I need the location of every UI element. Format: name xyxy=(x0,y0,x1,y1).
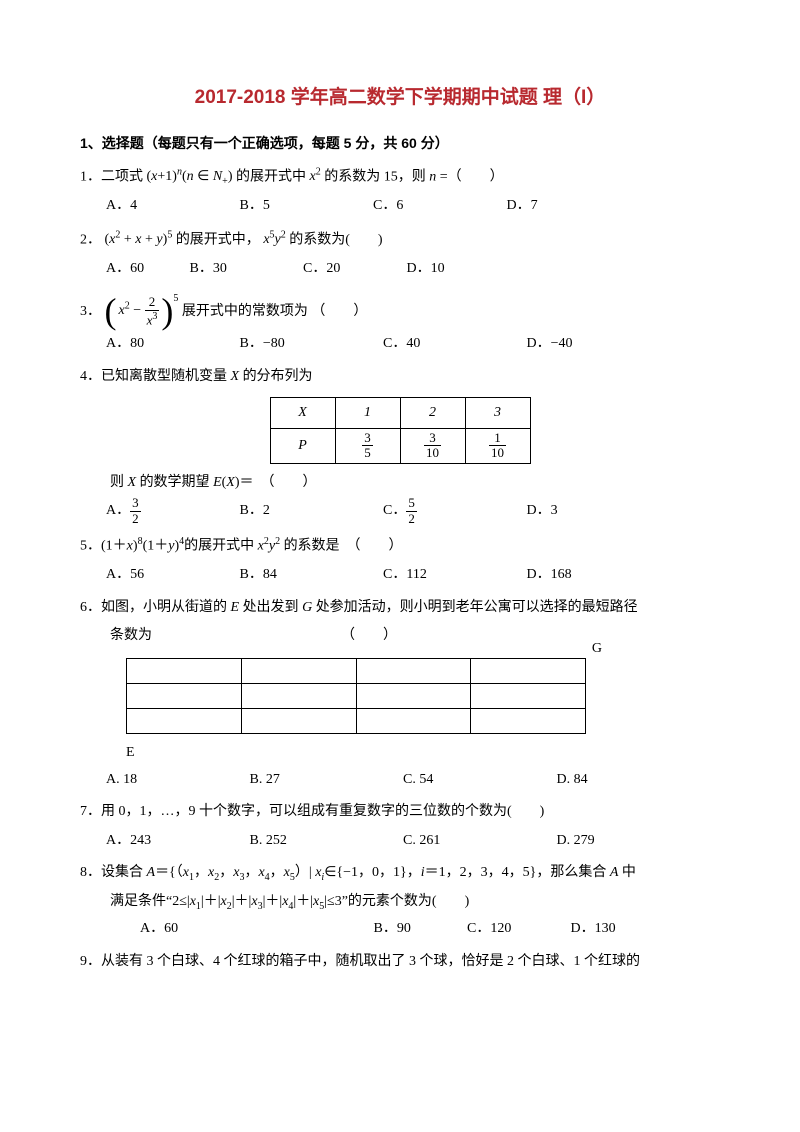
dt-h2: 2 xyxy=(400,397,465,429)
distribution-table: X 1 2 3 P 35 310 110 xyxy=(270,397,531,464)
page-title: 2017-2018 学年高二数学下学期期中试题 理（I） xyxy=(80,80,720,116)
q2-opt-b: B．30 xyxy=(190,256,300,283)
q1-opt-a: A．4 xyxy=(106,193,236,220)
q4-opt-c: C．52 xyxy=(383,496,523,526)
q2-opt-d: D．10 xyxy=(407,256,445,283)
q1-opt-b: B．5 xyxy=(240,193,370,220)
q8-opt-d: D．130 xyxy=(571,916,616,943)
q1-post: 的系数为 15，则 xyxy=(324,169,426,184)
q3-opt-c: C．40 xyxy=(383,331,523,358)
question-5: 5．(1＋x)8(1＋y)4的展开式中 x2y2 的系数是 （ ） xyxy=(80,532,720,560)
dt-c2: 310 xyxy=(400,429,465,464)
q7-opt-b: B. 252 xyxy=(250,828,400,855)
q1-term: x2 xyxy=(309,169,320,184)
grid-diagram: G xyxy=(126,658,586,734)
section-1-heading: 1、选择题（每题只有一个正确选项，每题 5 分，共 60 分） xyxy=(80,130,720,157)
q1-opt-c: C．6 xyxy=(373,193,503,220)
q7-options: A．243 B. 252 C. 261 D. 279 xyxy=(106,828,720,855)
q1-opt-d: D．7 xyxy=(507,193,538,220)
q8-opt-b: B．90 xyxy=(374,916,464,943)
question-7: 7．用 0，1，…，9 十个数字，可以组成有重复数字的三位数的个数为( ) xyxy=(80,799,720,826)
question-4: 4．已知离散型随机变量 X 的分布列为 xyxy=(80,364,720,391)
q3-exp: 5 xyxy=(173,293,178,304)
dt-h3: 3 xyxy=(465,397,530,429)
q4-opt-a: A．32 xyxy=(106,496,236,526)
q3-expr: ( x2 − 2x3 ) xyxy=(105,293,174,329)
q6-opt-b: B. 27 xyxy=(250,767,400,794)
q5-opt-d: D．168 xyxy=(527,562,572,589)
q5-opt-a: A．56 xyxy=(106,562,236,589)
q2-mid: 的展开式中， xyxy=(176,232,260,247)
q7-opt-d: D. 279 xyxy=(557,828,595,855)
q7-opt-c: C. 261 xyxy=(403,828,553,855)
question-2: 2． (x2 + x + y)5 的展开式中， x5y2 的系数为( ) xyxy=(80,226,720,254)
q6-opt-d: D. 84 xyxy=(557,767,588,794)
q3-opt-a: A．80 xyxy=(106,331,236,358)
dt-r0: P xyxy=(270,429,335,464)
q8-opt-a: A．60 xyxy=(140,916,370,943)
q3-post: 展开式中的常数项为 （ ） xyxy=(182,304,368,319)
question-8-line2: 满足条件“2≤|x1|＋|x2|＋|x3|＋|x4|＋|x5|≤3”的元素个数为… xyxy=(110,889,720,916)
q1-expr: (x+1)n(n ∈ N+) xyxy=(147,169,233,184)
q2-post: 的系数为( ) xyxy=(289,232,382,247)
dt-c1: 35 xyxy=(335,429,400,464)
q2-opt-c: C．20 xyxy=(303,256,403,283)
q3-pre: 3． xyxy=(80,304,101,319)
grid-table xyxy=(126,658,586,734)
q2-opt-a: A．60 xyxy=(106,256,186,283)
label-g: G xyxy=(592,636,602,663)
label-e: E xyxy=(126,740,720,767)
q2-pre: 2． xyxy=(80,232,101,247)
question-1: 1．二项式 (x+1)n(n ∈ N+) 的展开式中 x2 的系数为 15，则 … xyxy=(80,163,720,191)
q5-options: A．56 B．84 C．112 D．168 xyxy=(106,562,720,589)
q4-opt-b: B．2 xyxy=(240,498,380,525)
question-3: 3． ( x2 − 2x3 ) 5 展开式中的常数项为 （ ） xyxy=(80,289,720,330)
q5-opt-b: B．84 xyxy=(240,562,380,589)
q2-expr: (x2 + x + y)5 xyxy=(105,232,173,247)
dt-h1: 1 xyxy=(335,397,400,429)
q3-opt-b: B．−80 xyxy=(240,331,380,358)
q4-opt-d: D．3 xyxy=(527,498,558,525)
question-6-line2: 条数为 （ ） xyxy=(110,623,720,650)
q1-ask: n =（ ） xyxy=(429,169,503,184)
q1-options: A．4 B．5 C．6 D．7 xyxy=(106,193,720,220)
q8-opt-c: C．120 xyxy=(467,916,567,943)
q7-opt-a: A．243 xyxy=(106,828,246,855)
q6-opt-a: A. 18 xyxy=(106,767,246,794)
q2-term: x5y2 xyxy=(263,232,285,247)
q4-options: A．32 B．2 C．52 D．3 xyxy=(106,496,720,526)
question-6-line1: 6．如图，小明从街道的 E 处出发到 G 处参加活动，则小明到老年公寓可以选择的… xyxy=(80,595,720,622)
question-9: 9．从装有 3 个白球、4 个红球的箱子中，随机取出了 3 个球，恰好是 2 个… xyxy=(80,949,720,976)
q1-pre: 1．二项式 xyxy=(80,169,143,184)
q8-options: A．60 B．90 C．120 D．130 xyxy=(140,916,720,943)
q3-options: A．80 B．−80 C．40 D．−40 xyxy=(106,331,720,358)
q1-mid: 的展开式中 xyxy=(236,169,306,184)
q6-opt-c: C. 54 xyxy=(403,767,553,794)
q4-text: 4．已知离散型随机变量 X 的分布列为 xyxy=(80,369,313,384)
q3-opt-d: D．−40 xyxy=(527,331,573,358)
q6-options: A. 18 B. 27 C. 54 D. 84 xyxy=(106,767,720,794)
q2-options: A．60 B．30 C．20 D．10 xyxy=(106,256,720,283)
dt-h0: X xyxy=(270,397,335,429)
dt-c3: 110 xyxy=(465,429,530,464)
q4-mid: 则 X 的数学期望 E(X)＝ （ ） xyxy=(110,470,720,497)
q5-opt-c: C．112 xyxy=(383,562,523,589)
question-8-line1: 8．设集合 A＝{（x1，x2，x3，x4，x5）| xi∈{−1，0，1}，i… xyxy=(80,860,720,887)
